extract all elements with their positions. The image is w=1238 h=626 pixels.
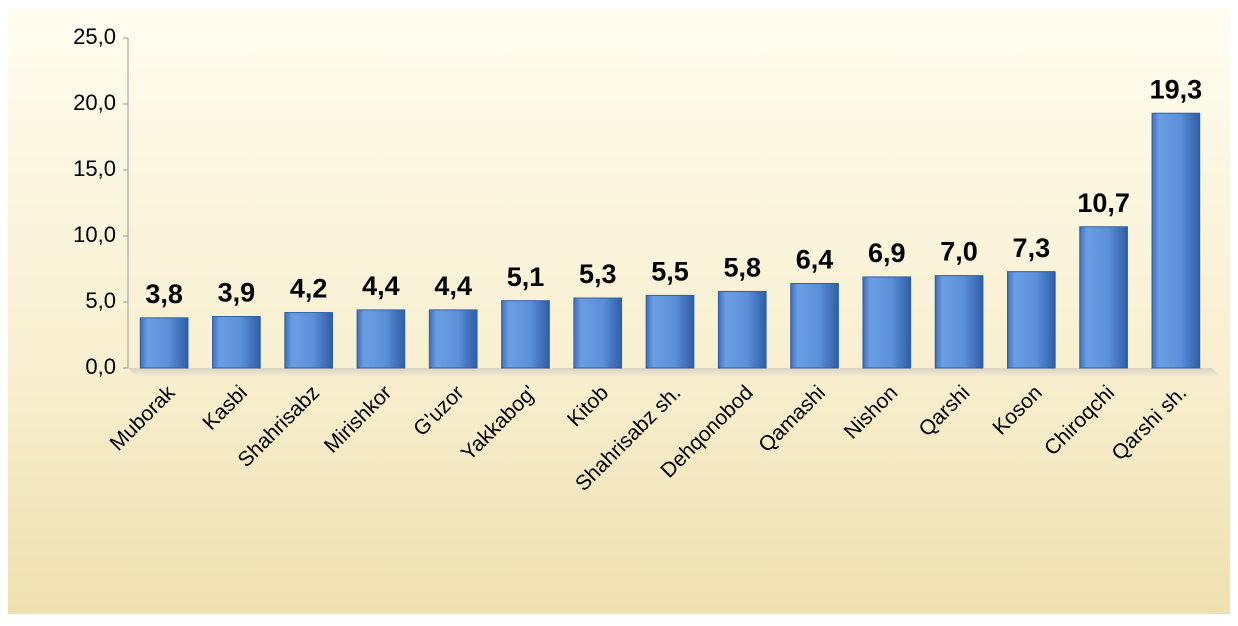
y-tick-label: 5,0: [85, 288, 116, 313]
bar: [212, 316, 261, 369]
y-tick-label: 15,0: [73, 156, 116, 181]
bar: [862, 276, 912, 369]
bar: [1151, 112, 1201, 369]
value-label: 5,1: [507, 262, 545, 292]
value-label: 10,7: [1077, 188, 1130, 218]
value-label: 19,3: [1150, 74, 1203, 104]
bar: [573, 297, 623, 369]
bar: [356, 309, 406, 369]
y-tick-label: 20,0: [73, 90, 116, 115]
bar: [1079, 226, 1128, 369]
value-label: 3,9: [218, 278, 256, 308]
y-tick-label: 25,0: [73, 24, 116, 49]
value-label: 4,4: [362, 271, 400, 301]
value-label: 5,5: [651, 257, 689, 287]
value-label: 6,9: [868, 238, 906, 268]
value-label: 7,0: [940, 237, 978, 267]
bar: [139, 317, 189, 369]
value-label: 7,3: [1013, 233, 1051, 263]
y-tick-label: 0,0: [85, 354, 116, 379]
value-label: 5,8: [723, 253, 761, 283]
value-label: 4,4: [434, 271, 472, 301]
bar: [645, 294, 695, 369]
value-label: 6,4: [796, 245, 834, 275]
y-tick-label: 10,0: [73, 222, 116, 247]
bar: [284, 312, 334, 369]
bar: [501, 300, 550, 369]
value-label: 5,3: [579, 259, 617, 289]
value-label: 4,2: [290, 274, 328, 304]
floor: [128, 368, 1220, 376]
value-label: 3,8: [145, 279, 183, 309]
bar: [1006, 271, 1056, 369]
bar: [717, 290, 767, 369]
bar: [790, 283, 839, 369]
bar: [428, 309, 478, 369]
bar: [934, 275, 984, 369]
